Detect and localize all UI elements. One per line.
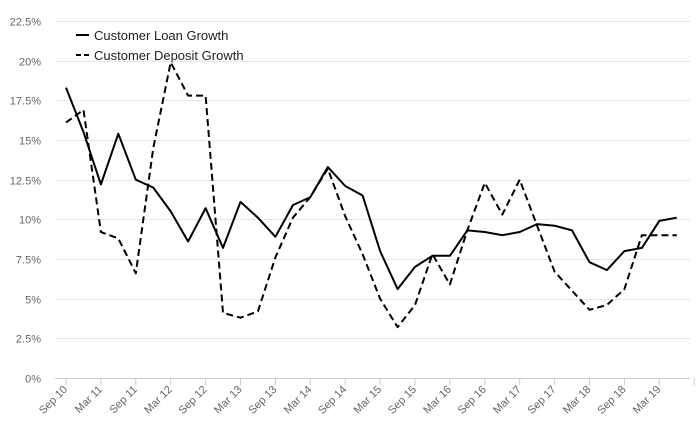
y-tick-label: 15% <box>19 136 41 148</box>
y-tick-label: 12.5% <box>10 176 41 188</box>
x-tick-label: Mar 12 <box>142 384 175 417</box>
x-tick-label: Mar 13 <box>212 384 245 417</box>
x-tick-label: Mar 17 <box>491 384 524 417</box>
y-tick-label: 2.5% <box>16 334 41 346</box>
x-tick-label: Mar 16 <box>421 384 454 417</box>
grid-lines <box>55 21 690 379</box>
y-tick-label: 5% <box>25 295 41 307</box>
series-line-customer-deposit-growth <box>65 61 677 329</box>
x-tick-label: Mar 15 <box>352 384 385 417</box>
y-tick-label: 7.5% <box>16 255 41 267</box>
x-tick-label: Sep 17 <box>526 384 559 417</box>
x-tick-label: Sep 11 <box>107 384 140 417</box>
x-tick-label: Sep 10 <box>37 384 70 417</box>
series-line-customer-loan-growth <box>65 87 677 291</box>
series-lines <box>65 61 677 329</box>
y-tick-label: 20% <box>19 57 41 69</box>
y-tick-label: 22.5% <box>10 17 41 29</box>
x-tick-label: Sep 16 <box>456 384 489 417</box>
y-tick-label: 0% <box>25 374 41 386</box>
x-tick-label: Sep 15 <box>386 384 419 417</box>
x-tick-label: Sep 12 <box>177 384 210 417</box>
x-tick-label: Sep 14 <box>316 384 349 417</box>
x-tick-label: Mar 11 <box>73 384 105 416</box>
x-tick-label: Mar 14 <box>282 384 315 417</box>
x-tick-label: Mar 18 <box>561 384 594 417</box>
x-tick-label: Mar 19 <box>631 384 664 417</box>
legend-label-deposit: Customer Deposit Growth <box>94 48 244 63</box>
y-axis-ticks: 0% 2.5% 5% 7.5% 10% 12.5% 15% 17.5% 20% 22.5% <box>10 17 41 386</box>
x-axis-ticks: Sep 10 Mar 11 Sep 11 Mar 12 Sep 12 Mar 13 Sep … <box>37 378 695 417</box>
x-tick-label: Sep 13 <box>246 384 279 417</box>
legend: Customer Loan Growth Customer Deposit Gr… <box>76 28 244 63</box>
x-tick-label: Sep 18 <box>595 384 628 417</box>
y-tick-label: 10% <box>19 215 41 227</box>
y-tick-label: 17.5% <box>10 96 41 108</box>
legend-label-loan: Customer Loan Growth <box>94 28 228 43</box>
